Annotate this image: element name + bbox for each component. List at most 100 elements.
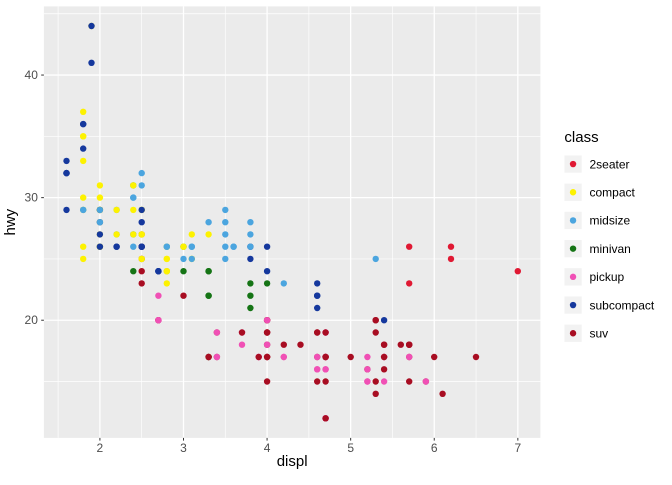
data-point <box>130 206 137 214</box>
legend-label-subcompact: subcompact <box>590 298 655 312</box>
data-point <box>447 243 455 250</box>
legend-label-midsize: midsize <box>590 214 631 228</box>
data-point <box>63 157 70 165</box>
data-point <box>163 268 170 275</box>
data-point <box>96 206 104 214</box>
data-point <box>80 133 87 140</box>
data-point <box>80 145 87 152</box>
data-point <box>63 169 70 177</box>
minor-gridlines <box>43 6 541 438</box>
data-point <box>205 292 212 299</box>
data-point <box>63 206 70 214</box>
data-point <box>364 353 371 361</box>
data-point <box>138 182 145 189</box>
data-point <box>155 268 162 275</box>
data-point <box>88 59 95 66</box>
data-point <box>263 378 271 385</box>
data-point <box>397 341 404 348</box>
data-point <box>314 378 321 385</box>
y-tick-label: 30 <box>25 191 39 205</box>
data-point <box>247 231 254 238</box>
data-point <box>238 341 246 348</box>
data-point <box>372 329 379 336</box>
data-point <box>96 194 104 201</box>
data-point <box>447 255 455 263</box>
data-point <box>514 268 521 275</box>
legend-label-minivan: minivan <box>590 242 631 256</box>
data-point <box>322 378 329 385</box>
data-point <box>263 353 271 361</box>
data-point <box>138 169 145 177</box>
data-point <box>280 280 287 287</box>
data-point <box>138 268 145 275</box>
data-point <box>472 353 480 361</box>
data-point <box>280 353 287 361</box>
data-point <box>380 378 388 385</box>
data-point <box>130 231 137 238</box>
data-point <box>138 231 145 238</box>
y-tick-label: 20 <box>25 313 39 327</box>
data-point <box>263 329 271 336</box>
legend-point-subcompact <box>569 301 577 309</box>
data-point <box>155 292 162 299</box>
data-point <box>406 378 413 385</box>
legend-point-pickup <box>569 273 577 281</box>
x-tick-label: 5 <box>347 441 354 455</box>
data-point <box>247 255 254 263</box>
data-point <box>205 219 212 226</box>
data-point <box>222 206 229 214</box>
data-point <box>138 255 145 263</box>
data-point <box>96 219 104 226</box>
data-point <box>138 206 145 214</box>
data-point <box>364 366 371 373</box>
data-point <box>406 280 413 287</box>
data-point <box>80 194 87 201</box>
data-point <box>238 329 246 336</box>
legend-label-suv: suv <box>590 326 609 340</box>
data-point <box>163 280 170 287</box>
legend-entries: 2seater compact midsize minivan pickup subcom… <box>564 155 655 342</box>
data-point <box>188 255 195 263</box>
x-tick-label: 3 <box>180 441 187 455</box>
data-point <box>263 243 271 250</box>
data-point <box>422 378 430 385</box>
data-point <box>222 219 229 226</box>
data-point <box>322 366 329 373</box>
data-point <box>431 353 438 361</box>
data-point <box>406 353 413 361</box>
data-point <box>80 157 87 165</box>
data-point <box>130 182 137 189</box>
data-point <box>280 341 287 348</box>
data-point <box>138 219 145 226</box>
y-axis-title: hwy <box>2 208 19 235</box>
data-point <box>230 243 237 250</box>
data-point <box>155 317 162 324</box>
data-point <box>113 243 120 250</box>
data-point <box>96 243 104 250</box>
data-point <box>247 292 254 299</box>
data-point <box>213 329 221 336</box>
data-point <box>314 353 321 361</box>
legend-point-minivan <box>569 245 577 252</box>
data-point <box>347 353 354 361</box>
data-point <box>247 243 254 250</box>
data-point <box>314 280 321 287</box>
data-point <box>314 292 321 299</box>
plot-panel <box>43 6 541 438</box>
data-point <box>213 353 221 361</box>
data-point <box>188 243 195 250</box>
x-tick-label: 4 <box>264 441 271 455</box>
data-point <box>247 280 254 287</box>
data-point <box>163 255 170 263</box>
data-point <box>372 390 379 397</box>
data-point <box>439 390 446 397</box>
data-point <box>80 206 87 214</box>
x-axis-title: displ <box>277 453 308 470</box>
data-point <box>263 341 271 348</box>
data-point <box>255 353 262 361</box>
major-gridlines <box>43 6 541 438</box>
data-point <box>205 353 212 361</box>
legend-point-midsize <box>569 217 577 224</box>
data-point <box>222 243 229 250</box>
